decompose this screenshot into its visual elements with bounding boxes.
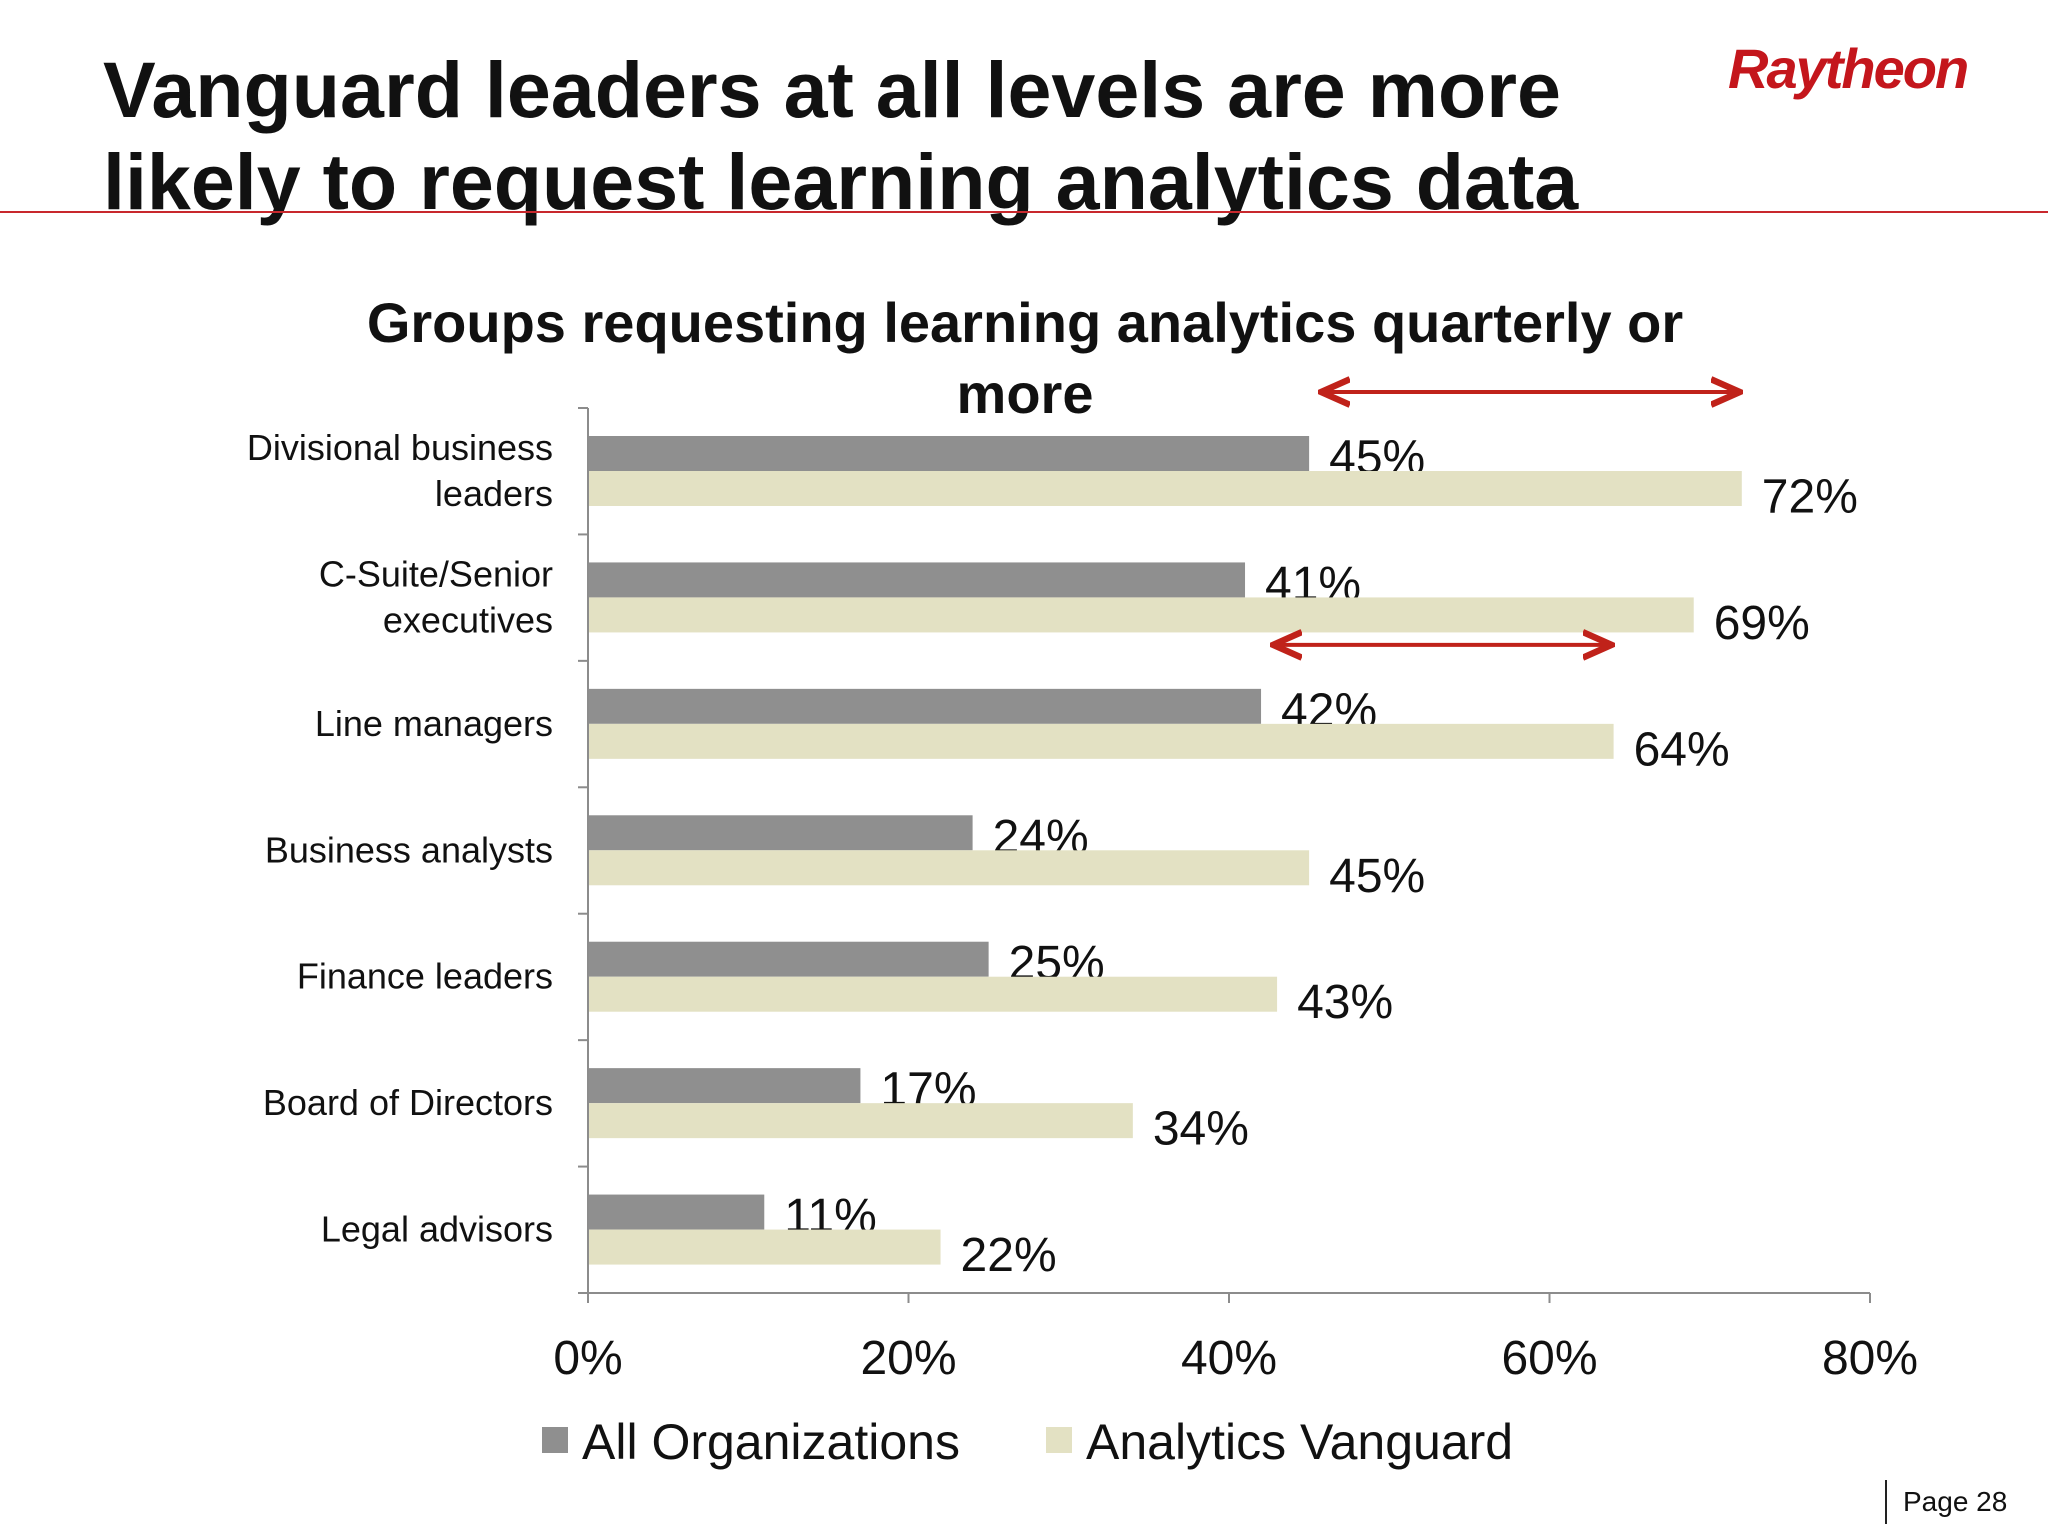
data-label: 72%: [1762, 471, 1858, 524]
category-label: Legal advisors: [321, 1209, 553, 1250]
bar-all-organizations: [588, 562, 1246, 598]
bar-analytics-vanguard: [588, 976, 1278, 1012]
data-label: 22%: [961, 1229, 1057, 1282]
category-label: leaders: [435, 473, 553, 514]
bar-analytics-vanguard: [588, 850, 1310, 886]
slide-title: Vanguard leaders at all levels are more …: [103, 45, 1579, 226]
data-label: 64%: [1634, 723, 1730, 776]
x-tick-label: 80%: [1822, 1332, 1918, 1385]
data-label: 43%: [1297, 976, 1393, 1029]
x-tick-label: 0%: [553, 1332, 622, 1385]
legend-analytics-vanguard-label: Analytics Vanguard: [1086, 1414, 1513, 1470]
category-label: Board of Directors: [263, 1082, 553, 1123]
category-label: Divisional business: [247, 427, 553, 468]
page-number: Page 28: [1885, 1480, 2007, 1524]
bar-all-organizations: [588, 436, 1310, 471]
x-tick-label: 60%: [1501, 1332, 1597, 1385]
bar-analytics-vanguard: [588, 723, 1614, 759]
legend-all-organizations-swatch: [542, 1427, 568, 1453]
category-label: Finance leaders: [297, 956, 553, 997]
category-label: Line managers: [315, 703, 553, 744]
chart-title-line-2: more: [957, 362, 1094, 425]
bar-all-organizations: [588, 1194, 765, 1230]
category-label: C-Suite/Senior: [319, 553, 553, 594]
legend-all-organizations-label: All Organizations: [582, 1414, 960, 1470]
legend-analytics-vanguard-swatch: [1046, 1427, 1072, 1453]
data-label: 69%: [1714, 597, 1810, 650]
category-label: Business analysts: [265, 829, 553, 870]
category-label: executives: [383, 599, 553, 640]
chart-plot-area: 45%72%Divisional businessleaders41%69%C-…: [247, 392, 1918, 1470]
bar-analytics-vanguard: [588, 1229, 941, 1265]
bar-all-organizations: [588, 688, 1262, 724]
bar-all-organizations: [588, 1068, 861, 1104]
data-label: 45%: [1329, 850, 1425, 903]
title-divider: [0, 211, 2048, 213]
bar-analytics-vanguard: [588, 471, 1742, 506]
raytheon-logo: Raytheon: [1728, 37, 1969, 100]
chart-title-line-1: Groups requesting learning analytics qua…: [367, 291, 1683, 354]
bar-analytics-vanguard: [588, 597, 1694, 633]
bar-all-organizations: [588, 941, 989, 977]
data-label: 34%: [1153, 1103, 1249, 1156]
x-tick-label: 40%: [1181, 1332, 1277, 1385]
bar-all-organizations: [588, 815, 973, 851]
bar-analytics-vanguard: [588, 1103, 1133, 1139]
x-tick-label: 20%: [860, 1332, 956, 1385]
